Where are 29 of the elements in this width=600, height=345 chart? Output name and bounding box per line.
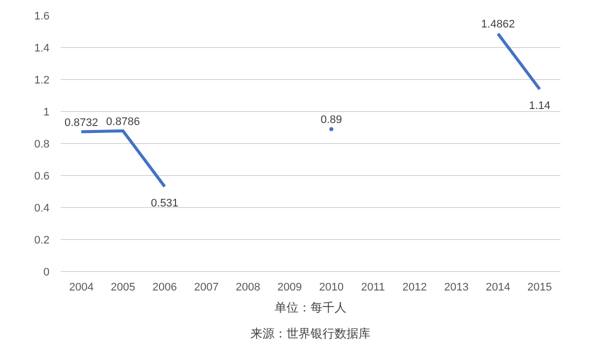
- x-tick-label: 2011: [361, 282, 385, 294]
- source-note: 来源：世界银行数据库: [250, 326, 370, 340]
- x-tick-label: 2015: [527, 282, 552, 294]
- x-tick-label: 2006: [152, 282, 177, 294]
- y-tick-label: 0.8: [34, 138, 50, 150]
- x-tick-label: 2013: [444, 282, 469, 294]
- x-tick-label: 2005: [110, 282, 136, 294]
- y-tick-label: 0: [43, 266, 50, 278]
- x-tick-label: 2008: [236, 282, 260, 294]
- y-tick-label: 0.2: [34, 234, 50, 246]
- data-label: 0.8786: [106, 116, 140, 128]
- y-tick-label: 0.4: [34, 202, 50, 214]
- data-label: 0.531: [150, 198, 178, 210]
- x-tick-label: 2012: [402, 282, 427, 294]
- x-tick-label: 2007: [194, 282, 219, 294]
- y-tick-label: 1.4: [34, 42, 50, 54]
- data-label: 1.4862: [481, 18, 515, 31]
- y-tick-label: 1.6: [34, 10, 50, 22]
- x-tick-label: 2009: [277, 282, 302, 294]
- x-tick-label: 2014: [486, 282, 510, 294]
- y-tick-label: 1: [43, 106, 50, 118]
- data-label: 1.14: [528, 100, 550, 112]
- x-tick-label: 2010: [319, 282, 344, 294]
- text: 单位：每千人: [274, 300, 346, 314]
- y-tick-label: 1.2: [34, 74, 50, 86]
- data-label: 0.8732: [64, 116, 98, 129]
- x-tick-label: 2004: [69, 282, 94, 294]
- y-tick-label: 0.6: [34, 170, 50, 182]
- data-label: 0.89: [320, 114, 342, 126]
